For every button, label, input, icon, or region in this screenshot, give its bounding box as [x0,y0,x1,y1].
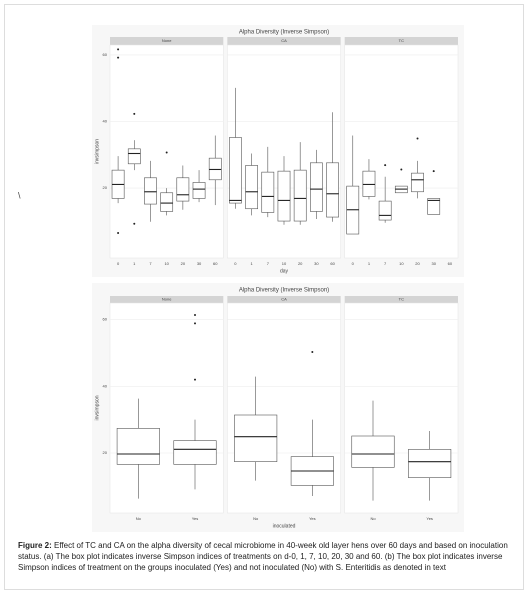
panel [227,44,341,259]
x-tick-label: 1 [251,261,254,266]
x-tick-label: 1 [133,261,136,266]
facet-label: TC [399,297,404,302]
outlier [117,48,120,51]
facet-label: None [162,38,172,43]
outlier [194,322,196,325]
caption-label: Figure 2: [18,541,52,550]
facet-label: CA [281,297,287,302]
figure-frame [4,4,524,590]
x-tick-label: No [253,516,259,521]
box [192,182,206,199]
x-axis-label: day [280,268,289,274]
facet-strip [344,37,458,45]
outlier [117,56,120,59]
outlier [400,168,403,171]
outlier [133,222,136,225]
outlier [311,351,314,353]
facet-strip [227,37,341,45]
box [408,449,452,478]
caption-text: Effect of TC and CA on the alpha diversi… [18,541,508,572]
x-tick-label: 7 [267,261,270,266]
y-tick-label: 60 [103,52,108,57]
x-tick-label: 30 [314,261,319,266]
box [277,170,291,222]
facet-strip [110,37,224,45]
chart-title: Alpha Diversity (Inverse Simpson) [239,30,329,36]
box [144,177,157,205]
x-tick-label: No [370,516,376,521]
outlier [194,314,196,316]
x-tick-label: 30 [197,261,202,266]
x-tick-label: 1 [368,261,371,266]
x-tick-label: 0 [234,261,237,266]
facet-strip [227,296,341,303]
facet-label: TC [399,38,404,43]
x-tick-label: 0 [117,261,120,266]
box [245,165,258,210]
box [116,428,160,465]
box [229,137,242,204]
box [176,177,190,202]
x-tick-label: 20 [181,261,186,266]
y-axis-label: invsimpson [94,139,100,164]
panel [344,302,459,514]
chart-title: Alpha Diversity (Inverse Simpson) [239,288,329,294]
x-axis-label: inoculated [273,523,296,529]
outlier [133,112,136,115]
x-tick-label: No [136,516,142,521]
box [310,162,323,212]
figure: \ Alpha Diversity (Inverse Simpson) invsi… [18,29,459,530]
caption: Figure 2: Effect of TC and CA on the alp… [18,540,514,573]
outlier [432,170,435,173]
x-tick-label: 60 [330,261,335,266]
x-tick-label: 0 [352,261,355,266]
y-tick-label: 40 [103,119,108,124]
facet-label: CA [281,38,287,43]
x-tick-label: Yes [309,516,316,521]
y-tick-label: 20 [103,185,108,190]
x-tick-label: Yes [426,516,433,521]
x-tick-label: 60 [448,261,453,266]
x-tick-label: 7 [149,261,152,266]
box [427,198,441,215]
x-tick-label: 20 [415,261,420,266]
box [362,170,376,197]
box [234,414,278,462]
box [378,200,392,221]
stray-mark: \ [18,190,21,200]
facet-strip [344,296,458,303]
facet-label: None [162,297,172,302]
box [293,169,307,222]
x-tick-label: Yes [192,516,199,521]
x-tick-label: 30 [431,261,436,266]
panel [344,44,459,259]
box [411,172,424,193]
x-tick-label: 7 [384,261,387,266]
panel [109,302,224,514]
box [326,162,339,218]
x-tick-label: 10 [399,261,404,266]
box [160,192,174,212]
box [351,435,395,468]
x-tick-label: 20 [298,261,303,266]
y-tick-label: 40 [103,383,108,388]
facet-strip [110,296,224,303]
box [261,171,275,213]
outlier [165,151,168,154]
x-tick-label: 10 [282,261,287,266]
outlier [416,137,419,140]
outlier [384,164,387,167]
y-tick-label: 60 [103,317,108,322]
x-tick-label: 60 [213,261,218,266]
y-axis-label: invsimpson [94,395,100,420]
box [173,440,217,465]
outlier [194,378,196,381]
x-tick-label: 10 [164,261,169,266]
box [127,148,141,165]
outlier [117,232,120,235]
y-tick-label: 20 [103,450,108,455]
